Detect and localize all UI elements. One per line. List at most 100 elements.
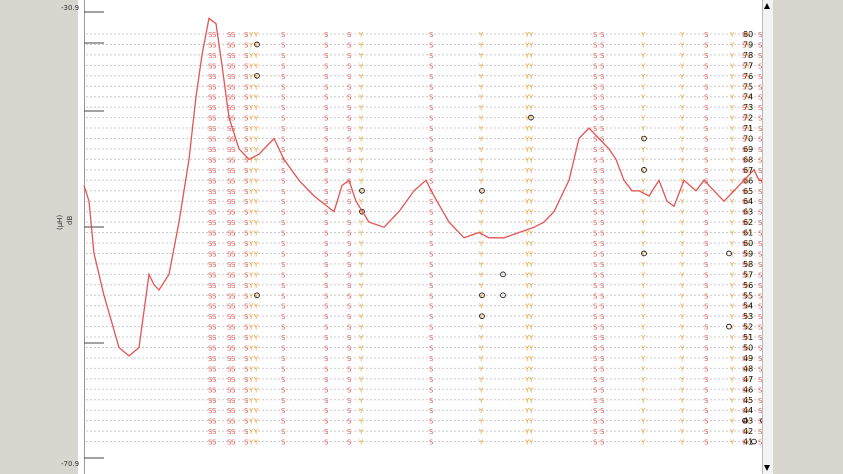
s-mark: S bbox=[758, 73, 763, 81]
s-mark: S bbox=[281, 250, 286, 258]
v-mark: Y bbox=[358, 240, 364, 248]
s-mark: S bbox=[244, 418, 249, 426]
v-mark: Y bbox=[478, 52, 484, 60]
v-mark: Y bbox=[253, 397, 259, 405]
s-mark: S bbox=[429, 31, 434, 39]
row-label-58: 58 bbox=[743, 260, 753, 269]
s-mark: S bbox=[281, 156, 286, 164]
s-mark: S bbox=[347, 209, 352, 217]
s-mark: S bbox=[593, 386, 598, 394]
s-mark: S bbox=[244, 94, 249, 102]
s-mark: S bbox=[593, 282, 598, 290]
o-marker bbox=[528, 114, 534, 121]
s-mark: S bbox=[208, 282, 213, 290]
s-mark: S bbox=[227, 94, 232, 102]
s-mark: S bbox=[600, 439, 605, 447]
v-mark: Y bbox=[253, 188, 259, 196]
s-mark: S bbox=[227, 365, 232, 373]
v-mark: Y bbox=[745, 31, 751, 39]
s-mark: S bbox=[281, 73, 286, 81]
vertical-scrollbar[interactable] bbox=[762, 0, 773, 474]
v-mark: Y bbox=[729, 407, 735, 415]
v-mark: Y bbox=[729, 73, 735, 81]
s-mark: S bbox=[347, 407, 352, 415]
v-mark: Y bbox=[745, 439, 751, 447]
s-mark: S bbox=[600, 397, 605, 405]
v-mark: Y bbox=[248, 428, 254, 436]
v-mark: Y bbox=[528, 219, 534, 227]
v-mark: Y bbox=[528, 334, 534, 342]
row-label-42: 42 bbox=[743, 427, 753, 436]
s-mark: S bbox=[208, 146, 213, 154]
s-mark: S bbox=[227, 104, 232, 112]
s-mark: S bbox=[758, 219, 763, 227]
v-mark: Y bbox=[524, 62, 530, 70]
v-mark: Y bbox=[478, 334, 484, 342]
s-mark: S bbox=[704, 261, 709, 269]
s-mark: S bbox=[244, 115, 249, 123]
s-mark: S bbox=[704, 292, 709, 300]
s-mark: S bbox=[324, 41, 329, 49]
v-mark: Y bbox=[524, 418, 530, 426]
v-mark: Y bbox=[248, 376, 254, 384]
v-mark: Y bbox=[679, 439, 685, 447]
v-mark: Y bbox=[524, 136, 530, 144]
v-mark: Y bbox=[745, 282, 751, 290]
v-mark: Y bbox=[358, 83, 364, 91]
arrow-down-icon[interactable] bbox=[764, 465, 770, 471]
v-mark: Y bbox=[253, 345, 259, 353]
s-mark: S bbox=[600, 407, 605, 415]
v-mark: Y bbox=[253, 324, 259, 332]
row-label-49: 49 bbox=[743, 354, 753, 363]
s-mark: S bbox=[593, 334, 598, 342]
s-mark: S bbox=[742, 386, 747, 394]
s-mark: S bbox=[758, 230, 763, 238]
s-mark: S bbox=[704, 188, 709, 196]
v-mark: Y bbox=[640, 209, 646, 217]
s-mark: S bbox=[758, 156, 763, 164]
v-mark: Y bbox=[729, 167, 735, 175]
s-mark: S bbox=[212, 407, 217, 415]
v-mark: Y bbox=[745, 73, 751, 81]
s-mark: S bbox=[227, 271, 232, 279]
s-mark: S bbox=[324, 386, 329, 394]
s-mark: S bbox=[244, 209, 249, 217]
s-mark: S bbox=[281, 324, 286, 332]
s-mark: S bbox=[281, 345, 286, 353]
s-mark: S bbox=[742, 428, 747, 436]
v-mark: Y bbox=[528, 261, 534, 269]
o-marker bbox=[641, 167, 647, 173]
s-mark: S bbox=[227, 167, 232, 175]
o-marker bbox=[359, 187, 365, 194]
s-mark: S bbox=[600, 261, 605, 269]
s-mark: S bbox=[281, 62, 286, 70]
s-mark: S bbox=[600, 62, 605, 70]
s-mark: S bbox=[244, 146, 249, 154]
s-mark: S bbox=[231, 136, 236, 144]
v-mark: Y bbox=[640, 52, 646, 60]
s-mark: S bbox=[600, 209, 605, 217]
v-mark: Y bbox=[358, 62, 364, 70]
s-mark: S bbox=[281, 125, 286, 133]
v-mark: Y bbox=[640, 94, 646, 102]
s-mark: S bbox=[244, 125, 249, 133]
s-mark: S bbox=[281, 230, 286, 238]
s-mark: S bbox=[231, 41, 236, 49]
s-mark: S bbox=[758, 240, 763, 248]
s-mark: S bbox=[758, 439, 763, 447]
s-mark: S bbox=[593, 52, 598, 60]
s-mark: S bbox=[324, 219, 329, 227]
v-mark: Y bbox=[358, 250, 364, 258]
v-mark: Y bbox=[745, 365, 751, 373]
v-mark: Y bbox=[679, 136, 685, 144]
s-mark: S bbox=[324, 439, 329, 447]
s-mark: S bbox=[704, 230, 709, 238]
s-mark: S bbox=[742, 198, 747, 206]
s-mark: S bbox=[347, 439, 352, 447]
arrow-up-icon[interactable] bbox=[764, 3, 770, 9]
s-mark: S bbox=[324, 73, 329, 81]
s-mark: S bbox=[231, 188, 236, 196]
v-mark: Y bbox=[528, 73, 534, 81]
s-mark: S bbox=[742, 156, 747, 164]
